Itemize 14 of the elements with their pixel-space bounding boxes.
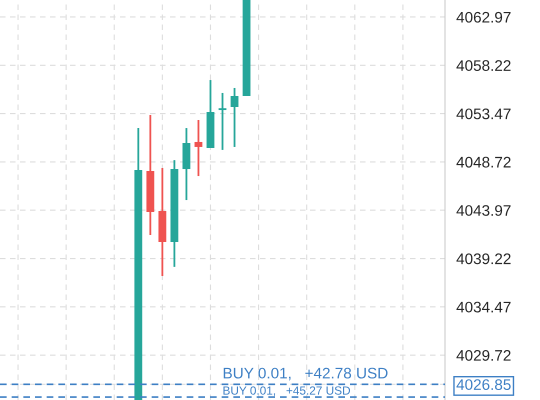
y-tick-label: 4043.97: [456, 205, 511, 216]
y-tick-label: 4062.97: [456, 12, 511, 23]
ref-line-label: BUY 0.01, +45.27 USD: [223, 386, 350, 396]
y-tick-label: 4029.72: [456, 350, 511, 361]
y-tick-label: 4053.47: [456, 108, 511, 120]
y-tick-label: 4039.22: [456, 253, 511, 264]
y-tick-label: 4034.47: [456, 302, 511, 313]
y-tick-label: 4026.85: [456, 379, 511, 390]
candlestick: [194, 119, 202, 177]
ref-line-label: BUY 0.01, +42.78 USD: [224, 368, 388, 380]
y-tick-label: 4048.72: [456, 156, 511, 168]
candlestick: [218, 92, 226, 151]
y-tick-label: 4058.22: [456, 60, 511, 71]
candlestick: [230, 87, 238, 148]
